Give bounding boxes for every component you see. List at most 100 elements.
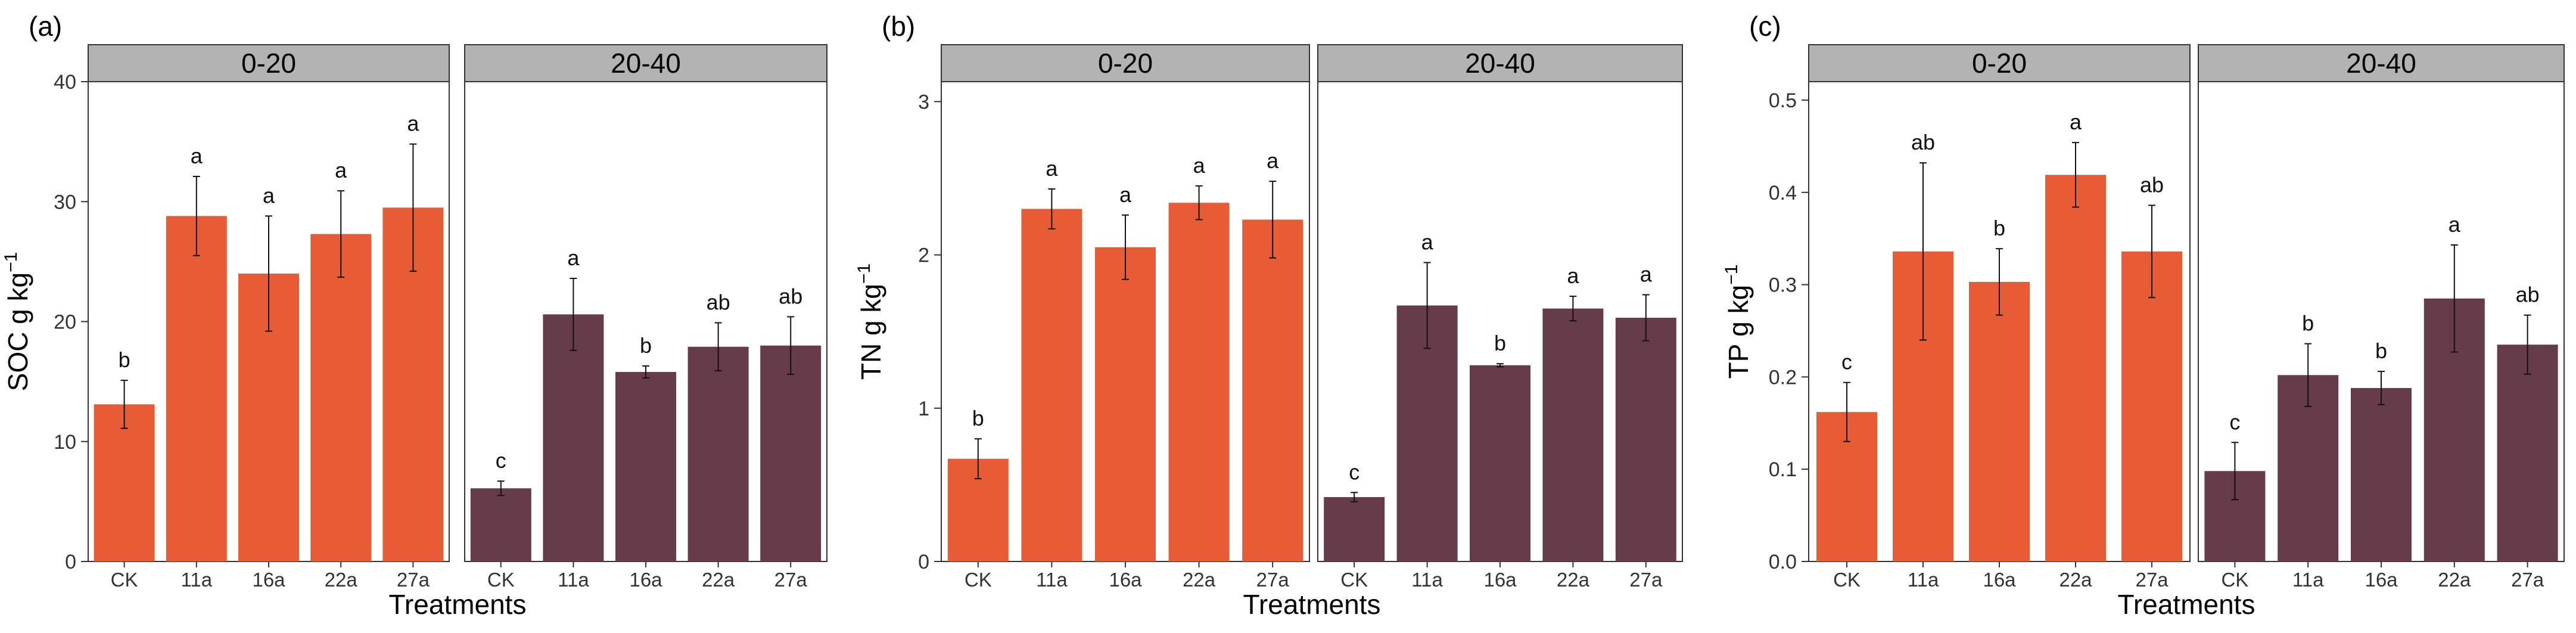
x-tick-label: 11a — [1411, 569, 1443, 591]
y-tick-label: 3 — [918, 91, 929, 113]
bar — [310, 234, 372, 561]
y-tick-label: 0 — [918, 551, 929, 573]
significance-letter: b — [2375, 339, 2387, 363]
y-axis-title-sup: −1 — [1722, 265, 1741, 285]
x-tick-label: 22a — [1183, 569, 1216, 591]
x-tick-label: CK — [965, 569, 992, 591]
significance-letter: b — [1993, 216, 2005, 240]
significance-letter: ab — [2516, 283, 2540, 307]
x-tick-label: 22a — [2438, 569, 2471, 591]
bar — [2351, 387, 2412, 561]
significance-letter: b — [1494, 331, 1506, 355]
x-tick-label: 22a — [2059, 569, 2092, 591]
x-tick-label: 22a — [702, 569, 735, 591]
y-axis-title-main: SOC g kg — [2, 272, 33, 391]
x-axis-title: Treatments — [1243, 589, 1381, 620]
bar — [1470, 365, 1530, 561]
bar — [2045, 175, 2106, 561]
significance-letter: b — [119, 347, 130, 372]
y-tick-label: 2 — [918, 244, 929, 267]
x-tick-label: CK — [1833, 569, 1861, 591]
x-tick-label: 11a — [558, 569, 589, 591]
facet-strip-label: 20-40 — [611, 48, 681, 79]
bar — [1615, 318, 1676, 561]
bar — [1021, 209, 1082, 562]
significance-letter: b — [2302, 311, 2314, 336]
y-tick-label: 20 — [54, 311, 76, 334]
significance-letter: ab — [779, 284, 802, 308]
facet-20-40: 20-40 c CK b 11a b 16a a 22a ab 27a — [2198, 44, 2565, 591]
x-tick-label: 22a — [1557, 569, 1590, 591]
y-tick-label: 40 — [54, 71, 76, 94]
facet-strip-label: 20-40 — [1465, 48, 1535, 79]
facet-strip — [941, 44, 1310, 82]
x-axis-title: Treatments — [2118, 589, 2255, 620]
x-tick-label: 11a — [1908, 569, 1939, 591]
x-tick-label: CK — [487, 569, 515, 591]
x-tick-label: 11a — [2292, 569, 2324, 591]
bar — [1168, 203, 1230, 561]
facet-0-20: 0-20 c CK ab 11a b 16a a 22a ab 27a — [1808, 44, 2191, 591]
x-tick-label: 16a — [252, 569, 285, 591]
significance-letter: a — [1193, 153, 1206, 178]
significance-letter: b — [972, 406, 984, 430]
facet-strip — [88, 44, 450, 82]
x-tick-label: 27a — [1256, 569, 1290, 591]
significance-letter: a — [1267, 148, 1279, 173]
x-tick-label: 27a — [2511, 569, 2544, 591]
significance-letter: a — [335, 158, 347, 182]
bar — [470, 488, 531, 561]
significance-letter: a — [407, 111, 419, 136]
significance-letter: b — [640, 333, 652, 358]
bar — [1095, 247, 1156, 562]
facet-strip — [464, 44, 827, 82]
x-tick-label: 22a — [325, 569, 358, 591]
bar — [1242, 219, 1303, 562]
x-tick-label: 27a — [2135, 569, 2169, 591]
facet-strip — [2198, 44, 2565, 82]
facet-strip-label: 0-20 — [241, 48, 296, 79]
bar — [543, 314, 604, 561]
bar — [2121, 251, 2182, 561]
panel-tag: (c) — [1749, 11, 1781, 42]
significance-letter: a — [1119, 182, 1132, 207]
y-tick-label: 0.5 — [1769, 89, 1797, 112]
facet-strip-label: 0-20 — [1098, 48, 1153, 79]
facet-0-20: 0-20 b CK a 11a a 16a a 22a a 27a — [88, 44, 450, 591]
x-tick-label: 16a — [2365, 569, 2398, 591]
y-tick-label: 0.0 — [1769, 551, 1797, 573]
chart-2: (c)0.00.10.20.30.40.5TP g kg−10-20cCKab1… — [1722, 11, 2565, 620]
y-tick-label: 0.1 — [1769, 458, 1797, 481]
y-axis-title: SOC g kg−1 — [1, 252, 33, 392]
panel-tag: (b) — [882, 11, 915, 42]
x-tick-label: CK — [111, 569, 138, 591]
chart-1: (b) 0 1 2 3 TN g kg−1 0-20 b CK a 11a a 16a a 22a a 27a 2… — [854, 11, 1683, 620]
x-tick-label: CK — [2221, 569, 2248, 591]
significance-letter: a — [1046, 156, 1058, 181]
y-axis-title-sup: −1 — [854, 263, 874, 284]
y-axis-title-sup: −1 — [1, 252, 21, 272]
facet-20-40: 20-40 c CK a 11a b 16a a 22a a 27a — [1317, 44, 1683, 591]
y-tick-label: 0.4 — [1769, 182, 1797, 204]
facet-0-20: 0-20 b CK a 11a a 16a a 22a a 27a — [941, 44, 1310, 591]
x-tick-label: CK — [1340, 569, 1368, 591]
y-tick-label: 1 — [918, 398, 929, 420]
bar — [687, 346, 749, 561]
x-tick-label: 11a — [181, 569, 212, 591]
chart-0: (a) 0 10 20 30 40 SOC g kg−1 0-20 b CK a 11a a 16a a 22… — [1, 11, 827, 620]
significance-letter: a — [1421, 229, 1434, 254]
significance-letter: a — [1640, 262, 1653, 286]
y-axis-title: TN g kg−1 — [854, 263, 886, 380]
facet-strip — [1808, 44, 2191, 82]
bar — [615, 372, 676, 561]
x-tick-label: 27a — [397, 569, 430, 591]
significance-letter: c — [496, 448, 506, 473]
y-tick-label: 0.2 — [1769, 366, 1797, 389]
x-axis-title: Treatments — [389, 589, 527, 620]
x-tick-label: 16a — [1109, 569, 1142, 591]
significance-letter: a — [567, 246, 580, 270]
significance-letter: a — [263, 183, 275, 207]
significance-letter: a — [2449, 212, 2461, 237]
y-tick-label: 0 — [65, 551, 76, 573]
x-tick-label: 16a — [1983, 569, 2016, 591]
